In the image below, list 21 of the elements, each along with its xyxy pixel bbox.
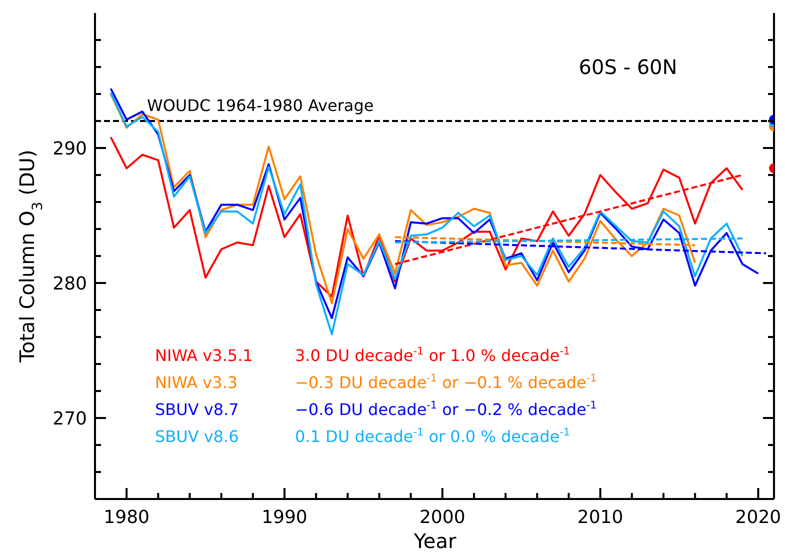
line-series bbox=[110, 136, 744, 298]
annotation: −0.3 DU decade$^{-1}$ or −0.1 % decade$^{-1}$ bbox=[295, 372, 597, 394]
annotation: 60S - 60N bbox=[578, 55, 678, 79]
line-series bbox=[110, 93, 696, 304]
annotation: 3.0 DU decade$^{-1}$ or 1.0 % decade$^{-1}$ bbox=[295, 344, 570, 367]
x-tick-label: 2000 bbox=[419, 507, 466, 528]
text: SBUV v8.7 bbox=[155, 399, 240, 421]
text: NIWA v3.3 bbox=[155, 372, 239, 394]
text: NIWA v3.5.1 bbox=[155, 345, 254, 367]
annotation: 0.1 DU decade$^{-1}$ or 0.0 % decade$^{-1}$ bbox=[295, 426, 570, 448]
x-tick-label: 1990 bbox=[262, 507, 308, 528]
x-tick-label: 1980 bbox=[104, 507, 150, 528]
x-axis-title: Year bbox=[412, 529, 457, 553]
text: SBUV v8.6 bbox=[155, 426, 240, 448]
y-tick-label: 270 bbox=[52, 408, 87, 430]
x-tick-label: 2010 bbox=[577, 507, 624, 528]
ref-line-label: WOUDC 1964-1980 Average bbox=[147, 96, 374, 115]
y-tick-label: 280 bbox=[52, 273, 87, 294]
y-tick-label: 290 bbox=[52, 138, 87, 160]
annotation: −0.6 DU decade$^{-1}$ or −0.2 % decade$^{-1}$ bbox=[295, 398, 597, 421]
x-tick-label: 2020 bbox=[735, 507, 782, 528]
